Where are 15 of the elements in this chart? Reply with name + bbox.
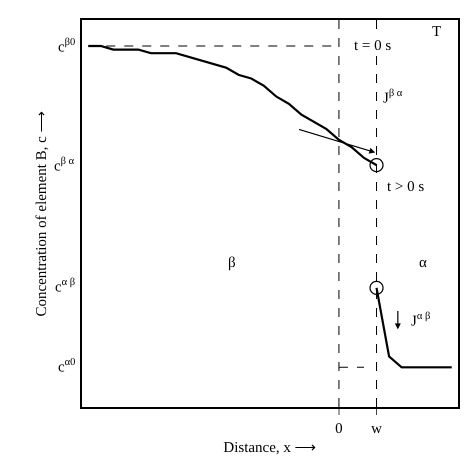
- annotation: J$^{α β}$: [411, 311, 430, 330]
- x-tick-label: 0: [335, 420, 343, 437]
- text: c$^{β0}$: [58, 37, 76, 56]
- annotation: α: [419, 255, 427, 271]
- y-axis-title: Concentration of element B, c ⟶: [34, 110, 50, 317]
- text: c$^{β α}$: [54, 156, 75, 174]
- annotation: β: [228, 255, 236, 271]
- x-axis-title: Distance, x ⟶: [223, 440, 317, 456]
- x-tick-label: w: [371, 420, 382, 437]
- text: c$^{α β}$: [55, 277, 76, 296]
- annotation: t = 0 s: [354, 38, 392, 54]
- text: c$^{α0}$: [58, 357, 76, 376]
- text: T: [432, 24, 442, 40]
- annotation: t > 0 s: [387, 179, 424, 195]
- annotation: J$^{β α}$: [383, 88, 403, 106]
